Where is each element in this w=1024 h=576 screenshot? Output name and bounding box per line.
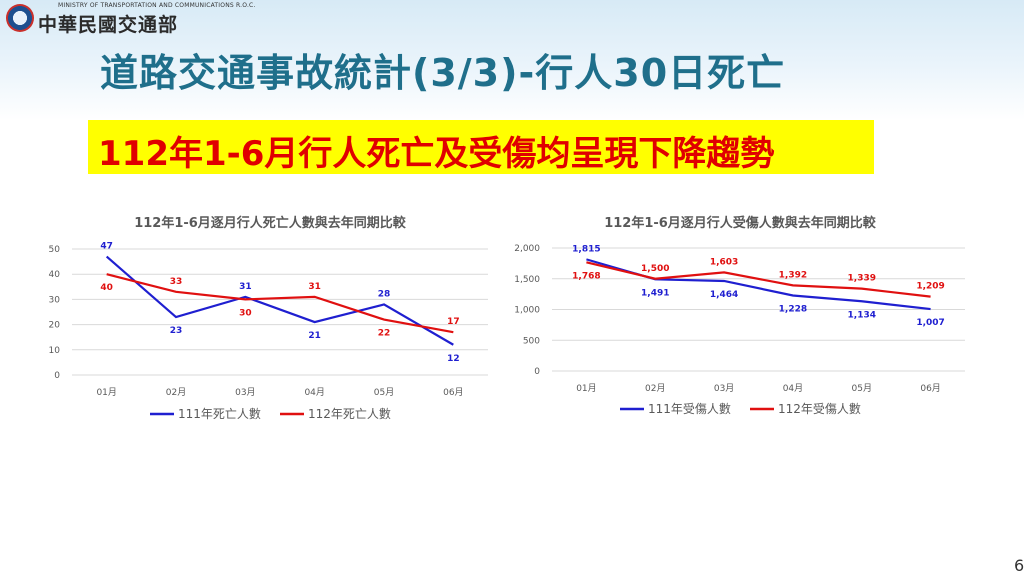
y-tick-label: 500 [523, 336, 540, 346]
data-label: 1,209 [916, 282, 944, 292]
x-tick-label: 04月 [304, 387, 324, 398]
y-tick-label: 2,000 [514, 244, 540, 254]
data-label: 22 [378, 329, 391, 339]
ministry-logo-icon [6, 4, 34, 32]
x-tick-label: 05月 [374, 387, 394, 398]
data-label: 40 [100, 283, 113, 293]
x-tick-label: 05月 [852, 383, 872, 394]
x-tick-label: 02月 [166, 387, 186, 398]
legend-label: 111年受傷人數 [648, 401, 731, 416]
y-tick-label: 1,500 [514, 275, 540, 285]
legend-label: 111年死亡人數 [178, 407, 261, 421]
data-label: 12 [447, 354, 460, 364]
y-tick-label: 20 [49, 321, 61, 331]
page-number: 6 [1014, 556, 1024, 575]
data-label: 33 [170, 277, 183, 287]
data-label: 1,392 [779, 270, 807, 280]
data-label: 31 [308, 282, 321, 292]
x-tick-label: 01月 [96, 387, 116, 398]
y-tick-label: 0 [534, 367, 540, 377]
data-label: 1,339 [848, 274, 876, 284]
page-title: 道路交通事故統計(3/3)-行人30日死亡 [100, 51, 786, 95]
data-label: 1,491 [641, 288, 669, 298]
org-english-name: MINISTRY OF TRANSPORTATION AND COMMUNICA… [58, 2, 256, 9]
data-label: 31 [239, 282, 252, 292]
x-tick-label: 06月 [920, 383, 940, 394]
data-label: 1,603 [710, 257, 738, 267]
y-tick-label: 10 [49, 346, 61, 356]
data-label: 17 [447, 317, 460, 327]
y-tick-label: 30 [49, 295, 61, 305]
y-tick-label: 50 [49, 245, 61, 255]
data-label: 1,007 [916, 318, 944, 328]
chart-title: 112年1-6月逐月行人死亡人數與去年同期比較 [134, 215, 407, 231]
x-tick-label: 03月 [235, 387, 255, 398]
series-line-112 [106, 273, 454, 334]
data-label: 1,228 [779, 304, 807, 314]
legend-label: 112年受傷人數 [778, 401, 861, 416]
data-label: 1,768 [572, 271, 600, 281]
x-tick-label: 04月 [783, 383, 803, 394]
data-label: 1,464 [710, 290, 738, 300]
x-tick-label: 01月 [576, 383, 596, 394]
y-tick-label: 1,000 [514, 306, 540, 316]
highlight-text: 112年1-6月行人死亡及受傷均呈現下降趨勢 [98, 134, 775, 174]
x-tick-label: 06月 [443, 387, 463, 398]
injury-chart: 112年1-6月逐月行人受傷人數與去年同期比較 0 500 1,000 1,500 2,0… [514, 215, 965, 416]
x-tick-label: 02月 [645, 383, 665, 394]
org-name: 中華民國交通部 [38, 14, 179, 36]
data-label: 1,134 [848, 310, 876, 320]
y-tick-label: 40 [49, 270, 61, 280]
data-label: 30 [239, 308, 252, 318]
data-label: 21 [308, 331, 321, 341]
header-background [0, 0, 1024, 120]
data-label: 47 [100, 242, 113, 252]
data-label: 28 [378, 289, 391, 299]
legend-label: 112年死亡人數 [308, 407, 391, 421]
data-label: 1,815 [572, 244, 600, 254]
death-chart: 112年1-6月逐月行人死亡人數與去年同期比較 0 10 20 30 40 50 01月 02月… [49, 215, 488, 421]
highlight-banner: 112年1-6月行人死亡及受傷均呈現下降趨勢 [88, 120, 874, 174]
data-label: 23 [170, 326, 183, 336]
series-line-111 [105, 255, 454, 346]
x-tick-label: 03月 [714, 383, 734, 394]
series-line-111 [586, 258, 931, 311]
chart-title: 112年1-6月逐月行人受傷人數與去年同期比較 [604, 215, 877, 231]
series-line-112 [586, 261, 931, 298]
y-tick-label: 0 [54, 371, 60, 381]
data-label: 1,500 [641, 264, 669, 274]
